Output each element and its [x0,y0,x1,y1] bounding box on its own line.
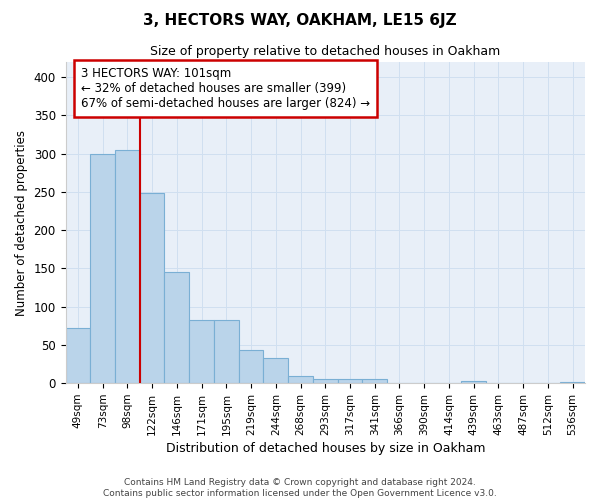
Bar [288,376,313,383]
X-axis label: Distribution of detached houses by size in Oakham: Distribution of detached houses by size … [166,442,485,455]
Bar [313,380,338,383]
Text: Contains HM Land Registry data © Crown copyright and database right 2024.
Contai: Contains HM Land Registry data © Crown c… [103,478,497,498]
Bar [164,272,189,383]
Y-axis label: Number of detached properties: Number of detached properties [15,130,28,316]
Bar [239,350,263,383]
Bar [461,381,486,383]
Bar [90,154,115,383]
Bar [214,320,239,383]
Bar [140,192,164,383]
Bar [362,378,387,383]
Text: 3, HECTORS WAY, OAKHAM, LE15 6JZ: 3, HECTORS WAY, OAKHAM, LE15 6JZ [143,12,457,28]
Bar [65,328,90,383]
Text: 3 HECTORS WAY: 101sqm
← 32% of detached houses are smaller (399)
67% of semi-det: 3 HECTORS WAY: 101sqm ← 32% of detached … [81,67,370,110]
Bar [115,150,140,383]
Bar [560,382,585,383]
Title: Size of property relative to detached houses in Oakham: Size of property relative to detached ho… [150,45,500,58]
Bar [263,358,288,383]
Bar [338,380,362,383]
Bar [189,320,214,383]
